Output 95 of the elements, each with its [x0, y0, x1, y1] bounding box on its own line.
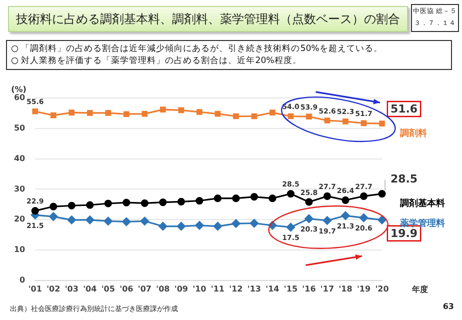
- data-label: 19.9: [390, 226, 418, 240]
- x-tick-label: '12: [229, 284, 243, 294]
- point: [268, 194, 276, 202]
- x-tick-label: '19: [356, 284, 371, 294]
- point: [323, 192, 332, 200]
- point: [196, 196, 204, 205]
- point: [251, 113, 258, 120]
- series-label: 調剤基本料: [399, 198, 445, 210]
- y-tick-label: 20: [14, 214, 26, 224]
- x-tick-label: '17: [320, 284, 334, 294]
- x-tick-label: '10: [192, 284, 207, 294]
- point: [123, 111, 130, 118]
- x-tick-label: '11: [210, 284, 225, 294]
- x-tick-label: '01: [28, 284, 42, 294]
- point: [50, 112, 56, 118]
- point: [286, 222, 296, 232]
- x-axis-title: 年度: [411, 284, 428, 294]
- point: [105, 110, 112, 116]
- y-tick-label: 10: [14, 245, 26, 254]
- y-tick-label: 30: [14, 184, 26, 194]
- point: [142, 110, 148, 117]
- x-tick-label: '09: [174, 284, 188, 294]
- x-tick-label: '06: [120, 284, 134, 294]
- point: [214, 110, 221, 117]
- y-tick-label: 60: [14, 93, 26, 102]
- x-tick-label: '13: [247, 284, 262, 294]
- series-label: 調剤料: [399, 128, 427, 139]
- x-tick-label: '03: [64, 284, 78, 294]
- point: [86, 110, 93, 116]
- point: [232, 194, 240, 202]
- x-tick-label: '08: [156, 284, 170, 294]
- point: [122, 217, 131, 226]
- point: [288, 113, 294, 120]
- x-tick-label: '05: [101, 284, 116, 294]
- point: [49, 212, 58, 221]
- x-tick-label: '04: [83, 284, 98, 294]
- point: [177, 198, 185, 206]
- point: [232, 219, 240, 228]
- point: [104, 216, 112, 226]
- point: [176, 222, 186, 231]
- point: [378, 190, 386, 198]
- point: [250, 218, 259, 228]
- point: [140, 199, 148, 207]
- point: [31, 206, 39, 215]
- point: [379, 120, 385, 126]
- y-tick-label: 50: [14, 123, 26, 132]
- point: [178, 107, 184, 114]
- data-label: 51.6: [390, 102, 418, 116]
- point: [86, 216, 94, 224]
- x-tick-label: '02: [46, 284, 60, 294]
- x-tick-label: '15: [284, 284, 298, 294]
- point: [286, 190, 295, 198]
- point: [342, 196, 350, 204]
- x-tick-label: '20: [375, 284, 390, 294]
- point: [32, 108, 38, 114]
- point: [122, 198, 130, 206]
- point: [159, 198, 167, 206]
- point: [360, 120, 367, 126]
- chart-title: 技術料に占める調剤基本料、調剤料、薬学管理料（点数ベース）の割合: [8, 6, 408, 32]
- y-tick-label: 40: [14, 154, 26, 163]
- point: [86, 201, 94, 209]
- data-label: 28.5: [390, 172, 418, 186]
- point: [233, 113, 239, 120]
- point: [196, 109, 202, 115]
- x-tick-label: '18: [338, 284, 353, 294]
- point: [195, 221, 204, 230]
- point: [214, 194, 222, 202]
- y-axis-title: (%): [11, 85, 26, 94]
- point: [160, 106, 166, 112]
- point: [306, 114, 312, 120]
- point: [68, 202, 76, 210]
- y-tick-label: 0: [20, 275, 26, 284]
- x-tick-label: '16: [302, 284, 316, 294]
- x-tick-label: '14: [266, 284, 280, 294]
- point: [324, 118, 330, 124]
- point: [305, 198, 313, 206]
- point: [67, 216, 76, 224]
- chart-subtitle: ○ 「調剤料」の占める割合は近年減少傾向にあるが、引き続き技術料の50%を超えている。 ○ 対人業務を評価する「薬学管理料」の占める割合は、近年20%程度。: [11, 43, 384, 67]
- x-tick-label: '07: [138, 284, 152, 294]
- point: [378, 216, 386, 224]
- point: [342, 118, 348, 124]
- point: [250, 193, 258, 201]
- point: [68, 110, 75, 116]
- point: [140, 216, 149, 226]
- point: [304, 214, 314, 223]
- point: [270, 110, 276, 116]
- point: [158, 222, 168, 231]
- text: 63: [442, 302, 454, 311]
- point: [359, 213, 368, 222]
- point: [50, 202, 58, 210]
- point: [322, 216, 332, 225]
- point: [341, 211, 350, 220]
- point: [360, 192, 368, 200]
- point: [213, 222, 222, 231]
- point: [104, 200, 112, 208]
